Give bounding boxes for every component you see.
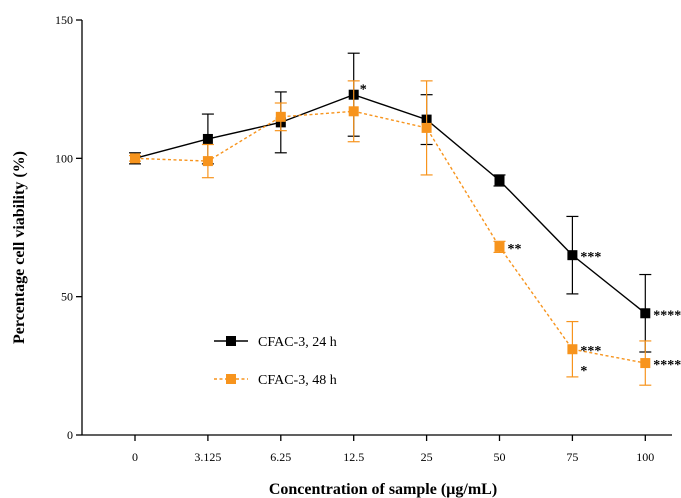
x-tick-label: 12.5 <box>343 450 364 464</box>
legend-label: CFAC-3, 24 h <box>258 335 337 350</box>
data-point <box>421 122 432 133</box>
y-tick-label: 50 <box>61 290 73 304</box>
x-tick-label: 50 <box>494 450 506 464</box>
y-axis-title: Percentage cell viability (%) <box>11 151 28 344</box>
data-point <box>640 308 651 319</box>
series-24h: ******** <box>129 52 681 353</box>
significance-label: ** <box>508 242 522 257</box>
series-48h: ****** **** <box>129 80 681 386</box>
data-point <box>202 156 213 167</box>
data-point <box>640 358 651 369</box>
data-point <box>494 241 505 252</box>
x-tick-label: 100 <box>636 450 654 464</box>
y-tick-label: 100 <box>55 151 73 165</box>
axes <box>81 20 672 436</box>
data-point <box>494 175 505 186</box>
x-tick-label: 75 <box>566 450 578 464</box>
legend-item: CFAC-3, 24 h <box>214 335 337 350</box>
y-tick-label: 150 <box>55 13 73 27</box>
significance-label: **** <box>653 358 681 373</box>
series-line <box>134 110 646 364</box>
data-point <box>567 344 578 355</box>
x-tick-label: 0 <box>132 450 138 464</box>
x-axis-title: Concentration of sample (µg/mL) <box>269 481 497 498</box>
significance-label: *** <box>580 344 601 359</box>
y-axis-ticks: 0 50 100 150 <box>55 13 82 442</box>
x-tick-label: 6.25 <box>270 450 291 464</box>
x-tick-label: 3.125 <box>194 450 221 464</box>
x-tick-label: 25 <box>421 450 433 464</box>
legend-label: CFAC-3, 48 h <box>258 373 337 388</box>
series-layer: ************** **** <box>129 52 681 386</box>
data-point <box>567 250 578 261</box>
significance-label: * <box>580 364 587 379</box>
y-tick-label: 0 <box>67 428 73 442</box>
legend-marker <box>226 374 236 384</box>
series-line <box>134 93 646 314</box>
legend-marker <box>226 336 236 346</box>
data-point <box>130 153 140 164</box>
x-axis-ticks: 0 3.125 6.25 12.5 25 50 75 100 <box>132 435 654 464</box>
significance-label: * <box>360 83 367 98</box>
significance-label: **** <box>653 308 681 323</box>
legend-item: CFAC-3, 48 h <box>214 373 337 388</box>
data-point <box>202 133 213 144</box>
significance-label: *** <box>580 250 601 265</box>
data-point <box>275 111 286 122</box>
legend: CFAC-3, 24 h CFAC-3, 48 h <box>214 335 337 388</box>
data-point <box>348 106 359 117</box>
